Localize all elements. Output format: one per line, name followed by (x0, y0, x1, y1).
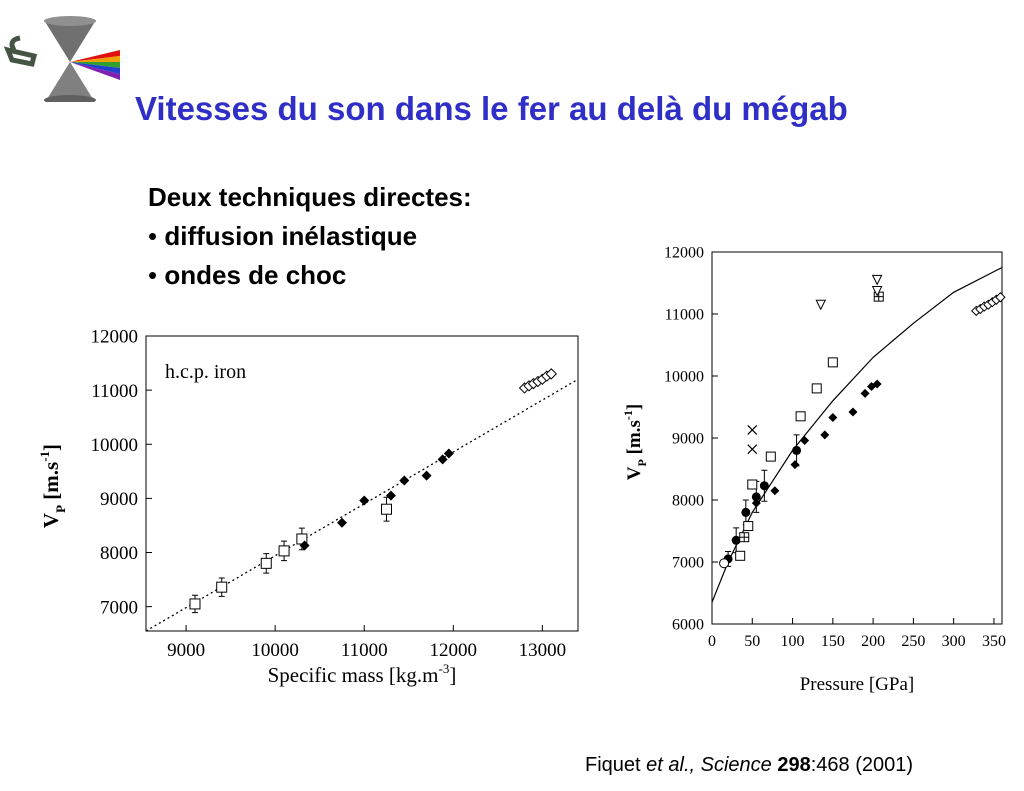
data-point (827, 357, 838, 368)
plot-frame (145, 335, 579, 632)
bullet-item-2: • ondes de choc (148, 256, 472, 295)
data-point (867, 382, 876, 392)
x-tick-label: 11000 (341, 640, 388, 661)
data-point (790, 460, 800, 470)
data-point (216, 581, 228, 593)
x-axis-label: Specific mass [kg.m-3] (268, 661, 457, 687)
hourglass-laser-logo-icon (4, 16, 120, 102)
chart-specific-mass: 9000 10000 11000 12000 13000 7000 8000 9000 1000… (37, 327, 579, 687)
data-point (872, 379, 882, 389)
citation-journal: et al., Science (646, 754, 778, 776)
y-tick-label: 8000 (672, 493, 704, 510)
data-point (731, 535, 741, 545)
data-point (747, 425, 758, 435)
y-tick-label: 6000 (672, 617, 704, 634)
bullet-heading: Deux techniques directes: (148, 182, 472, 212)
y-tick-label: 12000 (664, 245, 704, 262)
data-point (545, 368, 557, 380)
fit-line (145, 378, 579, 632)
x-tick-label: 100 (781, 633, 805, 650)
chart-pressure: 0 50 100 150 200 250 300 350 6000 7000 8000 9000 100… (621, 245, 1006, 695)
data-point (815, 299, 827, 311)
y-tick-label: 7000 (100, 597, 138, 618)
citation-author: Fiquet (585, 754, 647, 776)
x-tick-label: 200 (861, 633, 885, 650)
data-point (739, 532, 750, 543)
y-axis-label: VP [m.s-1] (621, 404, 649, 480)
bullet-list: Deux techniques directes: • diffusion in… (148, 178, 472, 295)
bullet-text: ondes de choc (164, 260, 347, 290)
citation-pages: :468 (2001) (810, 754, 914, 776)
fit-curve (711, 266, 1003, 603)
data-point (751, 492, 761, 502)
y-tick-label: 10000 (91, 435, 139, 456)
data-point (719, 558, 730, 569)
data-point (743, 521, 754, 532)
x-tick-label: 10000 (251, 640, 299, 661)
data-point (800, 435, 810, 445)
citation-volume: 298 (777, 754, 811, 776)
y-axis-label: VP [m.s-1] (37, 444, 68, 528)
data-point (380, 503, 392, 515)
data-point (399, 475, 410, 486)
plot-frame (711, 251, 1003, 625)
x-tick-label: 13000 (519, 640, 567, 661)
data-point (860, 388, 870, 398)
data-point (421, 470, 432, 481)
data-point (741, 507, 751, 517)
y-tick-label: 8000 (100, 543, 138, 564)
data-point (848, 407, 858, 417)
data-point (795, 411, 806, 422)
y-tick-label: 9000 (672, 431, 704, 448)
data-point (747, 444, 758, 455)
y-tick-label: 11000 (91, 381, 138, 402)
x-tick-label: 150 (821, 633, 845, 650)
y-tick-label: 7000 (672, 555, 704, 572)
data-point (443, 448, 454, 459)
bullet-item-1: • diffusion inélastique (148, 217, 472, 256)
data-point (278, 545, 290, 557)
data-point (759, 481, 769, 491)
data-point (871, 274, 883, 286)
x-tick-label: 350 (982, 633, 1006, 650)
data-point (820, 430, 830, 440)
data-point (765, 451, 776, 462)
x-tick-label: 250 (901, 633, 925, 650)
data-point (871, 286, 883, 297)
data-point (359, 495, 370, 506)
x-tick-label: 0 (708, 633, 716, 650)
data-point (437, 454, 448, 465)
data-point (751, 498, 761, 508)
x-tick-label: 300 (942, 633, 966, 650)
data-point (189, 598, 201, 610)
data-point (747, 479, 758, 490)
y-tick-label: 10000 (664, 369, 704, 386)
y-tick-label: 12000 (91, 327, 139, 348)
y-tick-label: 9000 (100, 489, 138, 510)
data-point (792, 445, 802, 455)
data-point (385, 490, 396, 501)
bullet-marker: • (148, 221, 158, 251)
bullet-marker: • (148, 260, 158, 290)
citation: Fiquet et al., Science 298:468 (2001) (585, 754, 913, 777)
x-axis-label: Pressure [GPa] (800, 674, 915, 695)
data-point (299, 540, 310, 551)
bullet-text: diffusion inélastique (164, 221, 418, 251)
data-point (770, 486, 780, 496)
chart-annotation: h.c.p. iron (165, 361, 246, 383)
data-point (260, 557, 272, 569)
x-tick-label: 50 (744, 633, 760, 650)
data-point (995, 292, 1006, 303)
x-tick-label: 12000 (430, 640, 478, 661)
y-tick-label: 11000 (665, 307, 704, 324)
data-point (811, 383, 822, 394)
data-point (828, 413, 838, 423)
data-point (735, 550, 746, 561)
slide-title: Vitesses du son dans le fer au delà du m… (135, 90, 848, 127)
x-tick-label: 9000 (167, 640, 205, 661)
data-point (336, 517, 347, 528)
